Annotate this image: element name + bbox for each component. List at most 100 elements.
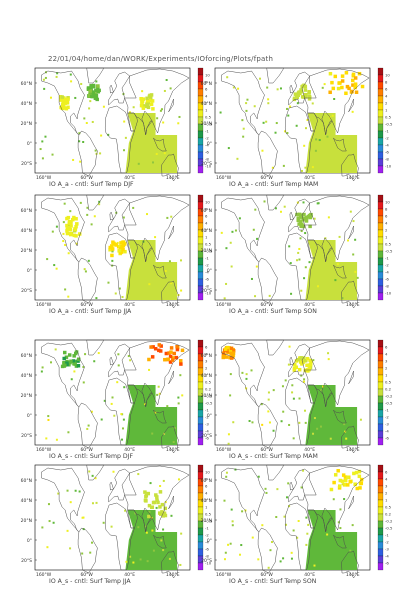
lat-tick-label: 0°	[27, 141, 32, 147]
hotspot-cell	[348, 480, 352, 484]
sig-cell	[327, 358, 330, 361]
sig-cell	[225, 471, 228, 474]
colorbar-swatch	[377, 81, 384, 90]
colorbar-swatch	[377, 430, 384, 439]
hotspot-cell	[118, 246, 123, 251]
sig-cell	[146, 213, 149, 216]
sig-cell	[95, 501, 98, 504]
map-panel-6: 60°N 40°N 20°N 0° 20°S 160°W 60°W 40°E 140°E IO A…	[201, 339, 393, 460]
colorbar-tick-label: -1	[205, 408, 209, 413]
hotspot-cell	[151, 107, 155, 111]
sig-cell	[122, 418, 125, 421]
colorbar-swatch	[377, 292, 384, 301]
colorbar-tick-label: -4	[205, 429, 209, 434]
colorbar-swatch	[377, 388, 384, 397]
hotspot-cell	[357, 469, 362, 474]
hotspot-cell	[140, 99, 145, 103]
hotspot-cell	[303, 368, 308, 373]
sig-cell	[305, 516, 308, 519]
sig-cell	[74, 96, 77, 99]
sig-cell	[323, 161, 326, 164]
sig-cell	[242, 135, 245, 138]
sig-cell	[129, 359, 132, 362]
figure-header-path: 22/01/04/home/dan/WORK/Experiments/IOfor…	[48, 55, 274, 63]
hotspot-cell	[147, 357, 151, 362]
colorbar-tick-label: -3	[205, 422, 209, 427]
sig-cell	[287, 482, 290, 485]
sig-cell	[339, 527, 342, 530]
lat-tick-label: 40°N	[201, 498, 212, 504]
sig-cell	[172, 441, 175, 444]
sig-cell	[141, 90, 144, 93]
sig-cell	[47, 503, 50, 506]
colorbar-tick-label: 10	[205, 200, 210, 205]
sig-cell	[111, 264, 114, 267]
sig-cell	[84, 270, 87, 273]
hotspot-cell	[225, 349, 229, 353]
hotspot-cell	[163, 357, 167, 362]
sig-cell	[356, 276, 359, 279]
colorbar-swatch	[377, 257, 384, 266]
hotspot-cell	[76, 359, 80, 363]
sig-cell	[39, 148, 42, 151]
sig-cell	[168, 557, 171, 560]
sig-cell	[326, 533, 329, 536]
lon-tick-label: 160°W	[36, 302, 52, 308]
sig-cell	[91, 541, 94, 544]
sig-cell	[253, 105, 256, 108]
colorbar-swatch	[377, 95, 384, 104]
colorbar-swatch	[197, 541, 204, 550]
sig-cell	[225, 247, 228, 250]
sig-cell	[275, 516, 278, 519]
sig-cell	[308, 261, 311, 264]
sig-cell	[82, 140, 85, 143]
sig-cell	[305, 543, 308, 546]
hotspot-cell	[299, 224, 303, 228]
sig-cell	[55, 75, 58, 78]
sig-cell	[69, 501, 72, 504]
colorbar-swatch	[197, 165, 204, 174]
sig-cell	[124, 509, 127, 512]
sig-cell	[220, 231, 223, 234]
colorbar-swatch	[377, 130, 384, 139]
sig-cell	[227, 433, 230, 436]
sig-cell	[257, 475, 260, 478]
sig-cell	[345, 437, 348, 440]
sig-cell	[69, 547, 72, 550]
sig-cell	[114, 292, 117, 295]
sig-cell	[263, 200, 266, 203]
map-panel-8: 60°N 40°N 20°N 0° 20°S 160°W 60°W 40°E 140°E IO A…	[201, 464, 393, 585]
colorbar-tick-label: -0.2	[205, 394, 213, 399]
sig-cell	[290, 292, 293, 295]
sig-cell	[338, 235, 341, 238]
colorbar-tick-label: -4	[385, 270, 389, 275]
colorbar-tick-label: -2	[205, 415, 209, 420]
colorbar-swatch	[377, 520, 384, 529]
sig-cell	[95, 297, 98, 300]
hotspot-cell	[150, 505, 155, 509]
colorbar-swatch	[377, 485, 384, 494]
sig-cell	[240, 544, 243, 547]
colorbar-swatch	[377, 513, 384, 522]
colorbar-swatch	[197, 360, 204, 369]
colorbar-swatch	[197, 194, 204, 203]
sig-cell	[111, 259, 114, 262]
hotspot-cell	[179, 362, 183, 366]
sig-cell	[43, 87, 46, 90]
hotspot-cell	[296, 357, 300, 362]
sig-cell	[98, 200, 101, 203]
sig-cell	[327, 216, 330, 219]
hotspot-cell	[65, 227, 70, 231]
lat-tick-label: 20°S	[201, 288, 212, 294]
sig-cell	[148, 283, 151, 286]
io-forcing-region	[125, 510, 178, 570]
sig-cell	[231, 520, 234, 523]
colorbar-swatch	[377, 423, 384, 432]
hotspot-cell	[67, 353, 72, 357]
hotspot-cell	[304, 358, 308, 363]
sig-cell	[50, 361, 53, 364]
sig-cell	[237, 87, 240, 90]
hotspot-cell	[158, 349, 163, 353]
sig-cell	[98, 203, 101, 206]
sig-cell	[160, 539, 163, 542]
